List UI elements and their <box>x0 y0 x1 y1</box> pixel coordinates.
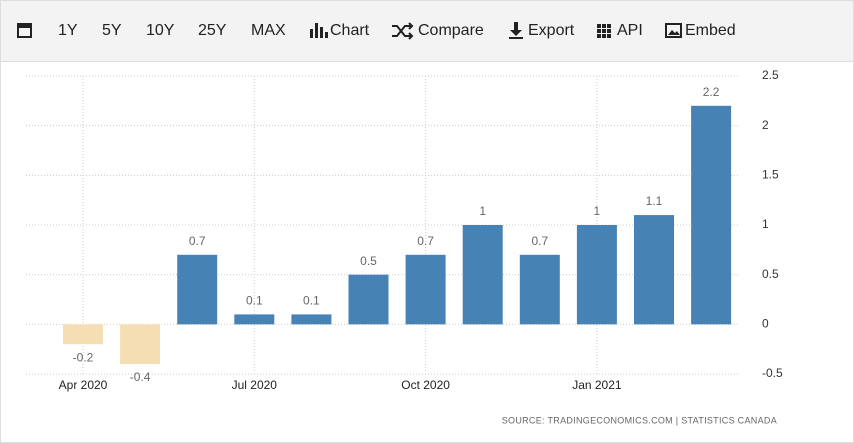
value-label: 0.1 <box>246 294 263 308</box>
bar <box>348 274 389 325</box>
export-icon[interactable] <box>509 22 523 39</box>
toolbar-button[interactable]: Embed <box>685 22 736 39</box>
api-icon[interactable] <box>597 24 611 38</box>
y-tick-label: -0.5 <box>762 366 783 380</box>
bar <box>63 324 103 345</box>
value-label: 0.5 <box>360 254 377 268</box>
bar <box>405 254 446 325</box>
x-tick-label: Apr 2020 <box>59 378 108 392</box>
toolbar-button[interactable]: Chart <box>330 22 370 39</box>
bar <box>691 105 732 325</box>
y-tick-label: 1 <box>762 217 769 231</box>
value-label: 0.7 <box>189 234 206 248</box>
embed-icon[interactable] <box>665 23 682 38</box>
value-label: 0.7 <box>531 234 548 248</box>
value-label: 0.7 <box>417 234 434 248</box>
toolbar-button[interactable]: 25Y <box>198 22 227 39</box>
y-tick-label: 1.5 <box>762 168 779 182</box>
y-tick-label: 2 <box>762 118 769 132</box>
value-label: 1 <box>594 204 601 218</box>
x-tick-label: Oct 2020 <box>401 378 450 392</box>
bar <box>519 254 560 325</box>
toolbar-button[interactable]: 5Y <box>102 22 122 39</box>
source: SOURCE: TRADINGECONOMICS.COM | STATISTIC… <box>502 415 777 425</box>
toolbar-button[interactable]: Compare <box>418 22 484 39</box>
toolbar-button[interactable]: API <box>617 22 643 39</box>
value-label: 2.2 <box>703 85 720 99</box>
bar <box>234 314 275 325</box>
chart-icon[interactable] <box>310 23 328 38</box>
bar <box>177 254 218 325</box>
bar <box>634 215 674 325</box>
y-tick-label: 0 <box>762 317 769 331</box>
toolbar-button[interactable]: 10Y <box>146 22 175 39</box>
toolbar-button[interactable]: Export <box>528 22 575 39</box>
y-tick-label: 2.5 <box>762 68 779 82</box>
calendar-icon[interactable] <box>17 23 32 38</box>
toolbar <box>0 0 854 62</box>
toolbar-button[interactable]: 1Y <box>58 22 78 39</box>
value-label: 1 <box>479 204 486 218</box>
value-label: -0.4 <box>130 370 151 384</box>
bar <box>120 324 161 365</box>
value-label: 0.1 <box>303 294 320 308</box>
value-label: 1.1 <box>646 194 663 208</box>
toolbar-icons <box>17 22 682 40</box>
compare-icon[interactable] <box>392 22 414 40</box>
x-tick-label: Jan 2021 <box>572 378 622 392</box>
bar <box>576 225 617 325</box>
bar <box>291 314 332 325</box>
bar <box>462 225 503 325</box>
y-tick-label: 0.5 <box>762 267 779 281</box>
x-tick-label: Jul 2020 <box>232 378 278 392</box>
value-label: -0.2 <box>73 350 94 364</box>
toolbar-button[interactable]: MAX <box>251 22 286 39</box>
